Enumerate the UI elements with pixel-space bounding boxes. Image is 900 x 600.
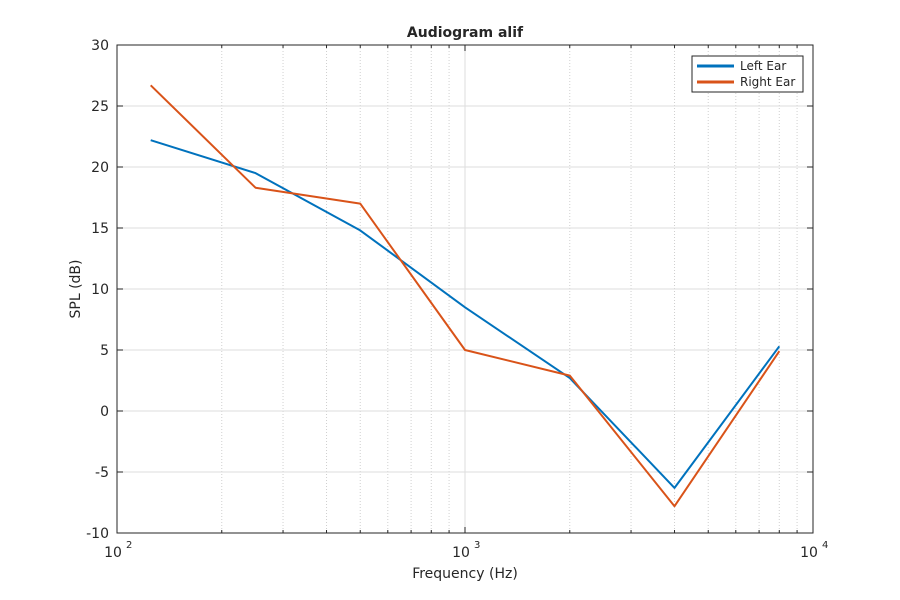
x-tick-label-exponent: 2	[126, 540, 132, 551]
y-tick-label: 5	[100, 343, 109, 359]
x-axis-label: Frequency (Hz)	[412, 566, 518, 582]
y-tick-label: 30	[91, 38, 109, 54]
legend-label-left-ear: Left Ear	[740, 59, 786, 73]
ticks	[116, 44, 814, 534]
y-tick-label: -10	[86, 526, 109, 542]
series-layer	[150, 84, 781, 508]
y-tick-label: 10	[91, 282, 109, 298]
legend: Left Ear Right Ear	[691, 55, 804, 93]
x-tick-label: 10	[800, 545, 818, 561]
y-tick-label: 15	[91, 221, 109, 237]
x-tick-label: 10	[452, 545, 470, 561]
y-tick-label: 0	[100, 404, 109, 420]
legend-box	[691, 55, 804, 93]
x-tick-label-exponent: 4	[822, 540, 828, 551]
x-tick-label-exponent: 3	[474, 540, 480, 551]
y-tick-label: -5	[95, 465, 109, 481]
tick-labels: -10 -5 0 5 10 15 20 25 30 10 2 10 3 10 4	[86, 38, 828, 561]
y-axis-label: SPL (dB)	[68, 260, 84, 319]
y-tick-label: 20	[91, 160, 109, 176]
chart-title: Audiogram alif	[407, 25, 524, 41]
legend-label-right-ear: Right Ear	[740, 75, 795, 89]
x-tick-label: 10	[104, 545, 122, 561]
y-tick-label: 25	[91, 99, 109, 115]
